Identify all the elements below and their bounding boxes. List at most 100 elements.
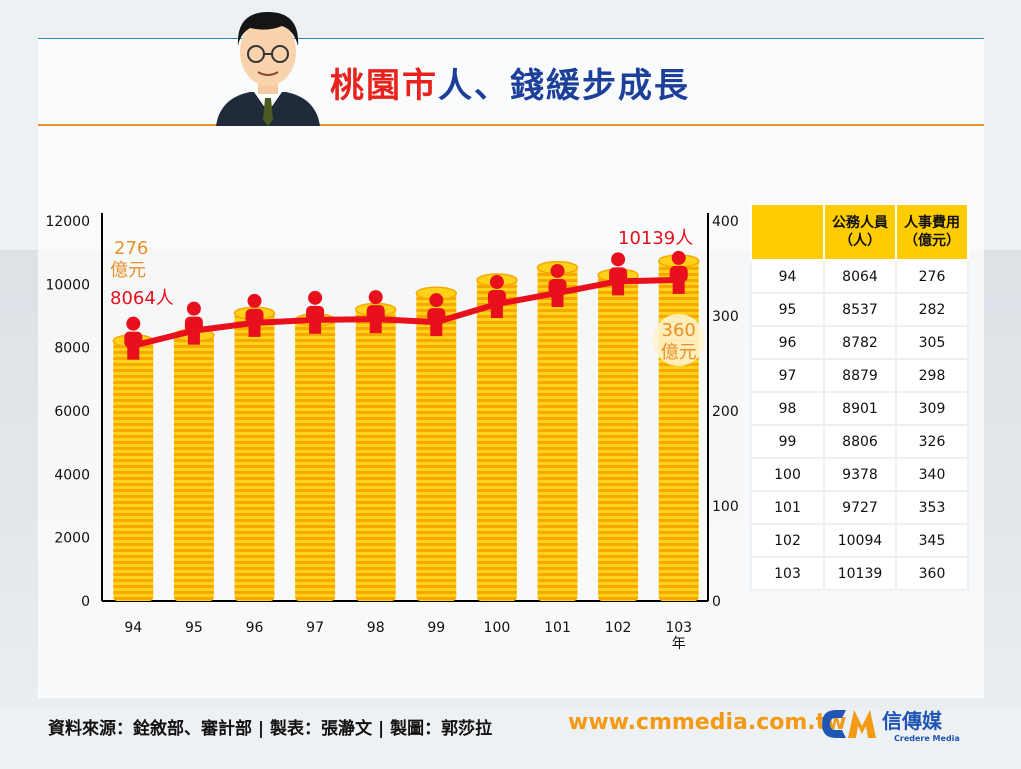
last-people-label: 10139人	[618, 228, 693, 249]
table-cell-year: 97	[750, 358, 825, 393]
source-credit: 資料來源：銓敘部、審計部 | 製表：張瀞文 | 製圖：郭莎拉	[48, 719, 493, 739]
table-cell-year: 94	[750, 259, 825, 294]
person-marker-icon	[366, 290, 385, 334]
table-cell-staff: 8879	[823, 358, 897, 393]
person-body	[184, 316, 203, 333]
table-cell-staff: 8901	[823, 391, 897, 426]
first-cost-unit: 億元	[110, 260, 146, 281]
person-legs	[490, 304, 503, 319]
table-cell-cost: 276	[895, 259, 969, 294]
person-body	[124, 331, 143, 348]
x-axis-tick-label: 97	[306, 620, 324, 636]
last-cost-badge	[652, 314, 705, 366]
table-cell-cost: 345	[895, 523, 969, 558]
coin-stack-bar	[658, 259, 699, 601]
table-cell-year: 101	[750, 490, 825, 525]
table-header-cost: 人事費用 （億元）	[895, 203, 969, 261]
staff-line	[132, 276, 679, 349]
table-cell-cost: 360	[895, 556, 969, 591]
header-cost-line2: （億元）	[904, 233, 960, 249]
left-axis-tick-label: 6000	[54, 404, 90, 420]
x-axis-tick-label: 96	[246, 620, 264, 636]
coin-stack-bar	[234, 311, 275, 601]
left-axis-tick-label: 8000	[54, 341, 90, 357]
businessman-avatar-icon	[216, 12, 320, 126]
table-row: 95 8537 282	[750, 292, 969, 327]
right-axis-tick-label: 0	[712, 594, 721, 610]
last-cost-unit: 億元	[661, 342, 697, 363]
person-legs	[248, 322, 261, 337]
person-legs	[127, 345, 140, 360]
coin-stack-bar	[598, 273, 639, 601]
table-row: 96 8782 305	[750, 325, 969, 360]
left-axis-tick-label: 0	[81, 594, 90, 610]
title-blue-part: 人、錢緩步成長	[438, 66, 690, 106]
credere-media-logo: 信傳媒 Credere Media	[822, 709, 960, 743]
website-link[interactable]: www.cmmedia.com.tw	[568, 710, 847, 735]
person-marker-icon	[184, 301, 203, 345]
person-head	[186, 301, 201, 316]
table-cell-year: 103	[750, 556, 825, 591]
table-cell-staff: 10139	[823, 556, 897, 591]
person-head	[429, 293, 444, 308]
table-row: 102 10094 345	[750, 523, 969, 558]
person-body	[548, 278, 567, 295]
person-body	[366, 305, 385, 322]
table-cell-year: 98	[750, 391, 825, 426]
table-cell-cost: 353	[895, 490, 969, 525]
coin-stack-bar	[173, 333, 214, 601]
x-axis-tick-label: 99	[427, 620, 445, 636]
person-body	[306, 305, 325, 322]
coin-stack-bar	[113, 338, 154, 601]
table-cell-staff: 9378	[823, 457, 897, 492]
logo-subtext: Credere Media	[894, 734, 960, 743]
data-table: 公務人員 （人） 人事費用 （億元） 94 8064 276 95 8537 282 96 8…	[750, 203, 969, 591]
table-cell-cost: 282	[895, 292, 969, 327]
person-body	[487, 290, 506, 307]
right-axis-tick-label: 200	[712, 404, 739, 420]
person-head	[308, 290, 323, 305]
person-head	[671, 250, 686, 265]
person-marker-icon	[669, 250, 688, 294]
right-axis-tick-label: 400	[712, 214, 739, 230]
right-axis-tick-label: 100	[712, 499, 739, 515]
person-marker-icon	[487, 275, 506, 319]
person-marker-icon	[245, 293, 264, 337]
coin-stack-bar	[416, 291, 457, 601]
coin-stack-bar	[295, 317, 336, 601]
person-head	[611, 252, 626, 267]
table-row: 98 8901 309	[750, 391, 969, 426]
left-axis-tick-label: 2000	[54, 531, 90, 547]
x-axis-tick-label: 102	[605, 620, 632, 636]
left-axis-tick-label: 12000	[45, 214, 90, 230]
person-legs	[430, 322, 443, 337]
table-cell-year: 102	[750, 523, 825, 558]
x-axis-tick-label: 103	[665, 620, 692, 636]
person-body	[245, 308, 264, 325]
table-row: 103 10139 360	[750, 556, 969, 591]
table-cell-cost: 309	[895, 391, 969, 426]
person-head	[368, 290, 383, 305]
person-head	[126, 316, 141, 331]
person-marker-icon	[124, 316, 143, 360]
table-cell-year: 95	[750, 292, 825, 327]
coin-stack-bar	[355, 307, 396, 601]
right-axis-tick-label: 300	[712, 309, 739, 325]
person-head	[550, 263, 565, 278]
footer: 資料來源：銓敘部、審計部 | 製表：張瀞文 | 製圖：郭莎拉 www.cmmed…	[38, 700, 984, 746]
table-cell-staff: 8537	[823, 292, 897, 327]
first-cost-value: 276	[114, 238, 148, 259]
x-axis-tick-label: 95	[185, 620, 203, 636]
person-marker-icon	[306, 290, 325, 334]
x-axis-tick-label: 94	[124, 620, 142, 636]
person-head	[489, 275, 504, 290]
x-axis-tick-label: 100	[484, 620, 511, 636]
coin-stack-bar	[537, 265, 578, 601]
table-row: 101 9727 353	[750, 490, 969, 525]
table-cell-cost: 298	[895, 358, 969, 393]
table-cell-year: 100	[750, 457, 825, 492]
person-legs	[612, 281, 625, 296]
person-body	[609, 267, 628, 284]
logo-text: 信傳媒	[882, 709, 943, 733]
